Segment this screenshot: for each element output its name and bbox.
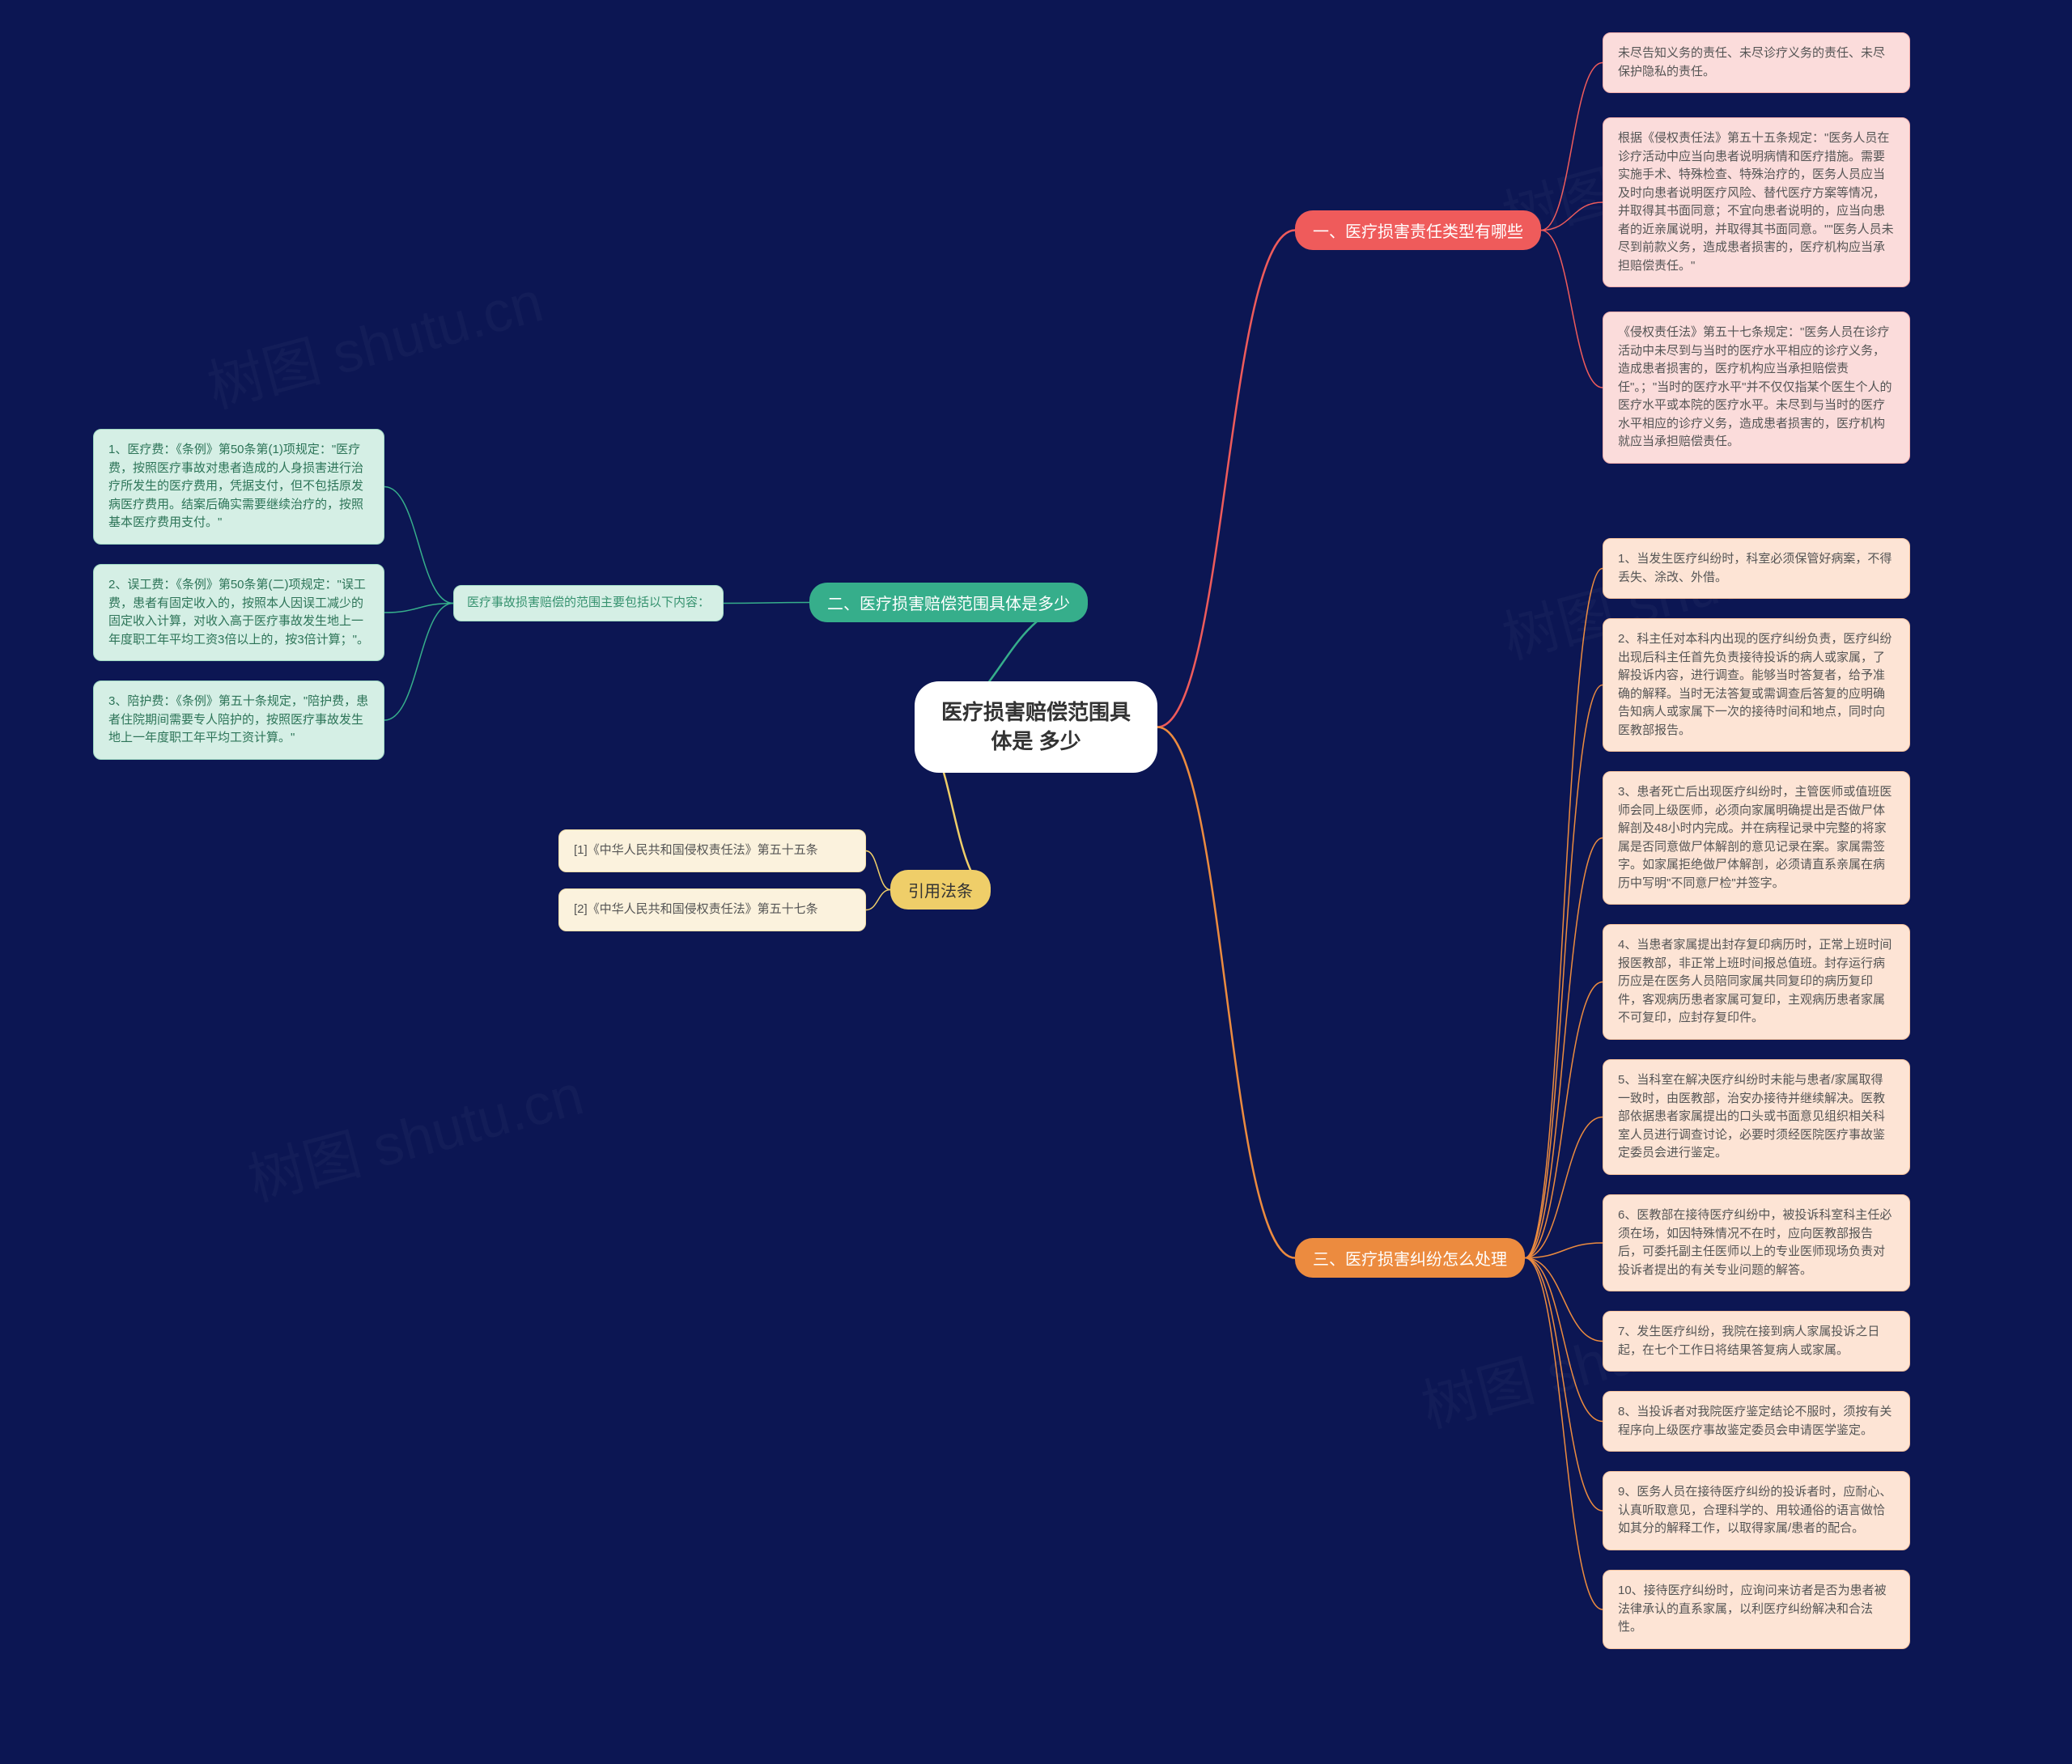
leaf-node: 8、当投诉者对我院医疗鉴定结论不服时，须按有关程序向上级医疗事故鉴定委员会申请医… — [1603, 1391, 1910, 1452]
branch-2-node: 二、医疗损害赔偿范围具体是多少 — [809, 583, 1088, 622]
branch-3-node: 三、医疗损害纠纷怎么处理 — [1295, 1238, 1525, 1278]
branch-1-node: 一、医疗损害责任类型有哪些 — [1295, 210, 1541, 250]
watermark: 树图 shutu.cn — [238, 1049, 591, 1217]
leaf-node: [2]《中华人民共和国侵权责任法》第五十七条 — [558, 888, 866, 931]
leaf-node: 7、发生医疗纠纷，我院在接到病人家属投诉之日起，在七个工作日将结果答复病人或家属… — [1603, 1311, 1910, 1372]
leaf-node: 《侵权责任法》第五十七条规定："医务人员在诊疗活动中未尽到与当时的医疗水平相应的… — [1603, 312, 1910, 464]
leaf-node: 1、医疗费：《条例》第50条第(1)项规定："医疗费，按照医疗事故对患者造成的人… — [93, 429, 384, 545]
leaf-node: [1]《中华人民共和国侵权责任法》第五十五条 — [558, 829, 866, 872]
watermark: 树图 shutu.cn — [197, 257, 550, 424]
leaf-node: 10、接待医疗纠纷时，应询问来访者是否为患者被法律承认的直系家属，以利医疗纠纷解… — [1603, 1570, 1910, 1649]
leaf-node: 根据《侵权责任法》第五十五条规定："医务人员在诊疗活动中应当向患者说明病情和医疗… — [1603, 117, 1910, 287]
branch-4-node: 引用法条 — [890, 870, 991, 910]
leaf-node: 5、当科室在解决医疗纠纷时未能与患者/家属取得一致时，由医教部，治安办接待并继续… — [1603, 1059, 1910, 1175]
leaf-node: 9、医务人员在接待医疗纠纷的投诉者时，应耐心、认真听取意见，合理科学的、用较通俗… — [1603, 1471, 1910, 1550]
leaf-node: 3、患者死亡后出现医疗纠纷时，主管医师或值班医师会同上级医师，必须向家属明确提出… — [1603, 771, 1910, 905]
leaf-node: 2、误工费：《条例》第50条第(二)项规定："误工费，患者有固定收入的，按照本人… — [93, 564, 384, 661]
leaf-node: 6、医教部在接待医疗纠纷中，被投诉科室科主任必须在场，如因特殊情况不在时，应向医… — [1603, 1194, 1910, 1291]
leaf-node: 未尽告知义务的责任、未尽诊疗义务的责任、未尽保护隐私的责任。 — [1603, 32, 1910, 93]
center-node: 医疗损害赔偿范围具体是 多少 — [915, 681, 1157, 773]
leaf-node: 4、当患者家属提出封存复印病历时，正常上班时间报医教部，非正常上班时间报总值班。… — [1603, 924, 1910, 1040]
leaf-node: 1、当发生医疗纠纷时，科室必须保管好病案，不得丢失、涂改、外借。 — [1603, 538, 1910, 599]
leaf-node: 3、陪护费：《条例》第五十条规定，"陪护费，患者住院期间需要专人陪护的，按照医疗… — [93, 681, 384, 760]
branch-2-sub-node: 医疗事故损害赔偿的范围主要包括以下内容： — [453, 585, 724, 621]
leaf-node: 2、科主任对本科内出现的医疗纠纷负责，医疗纠纷出现后科主任首先负责接待投诉的病人… — [1603, 618, 1910, 752]
